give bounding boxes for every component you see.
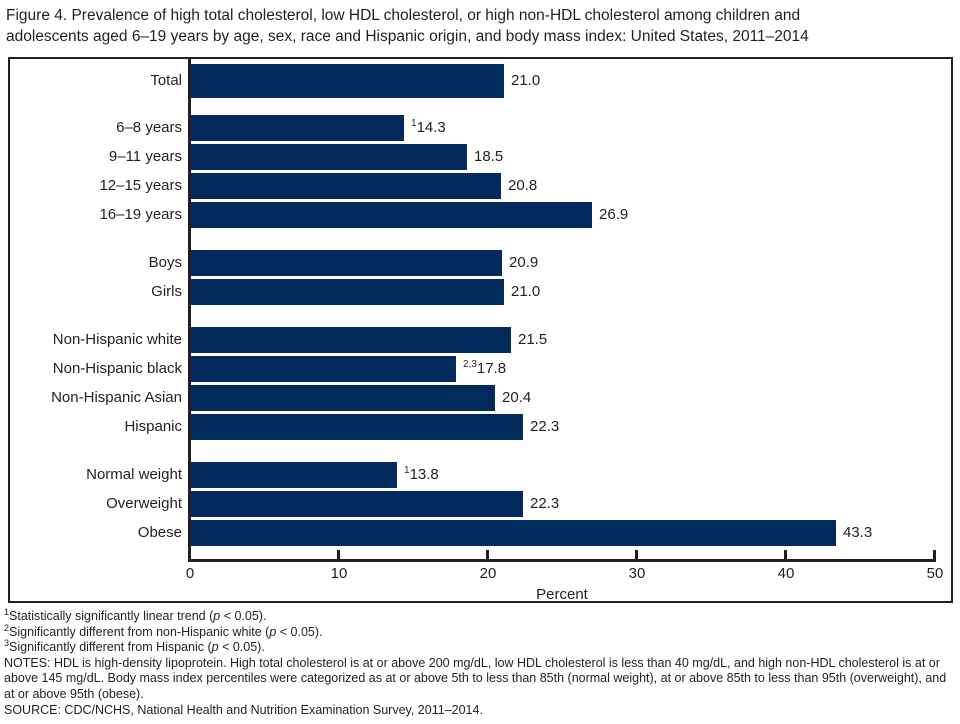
x-axis	[188, 559, 936, 562]
category-label-9-11-years: 9–11 years	[108, 148, 182, 165]
x-axis-tick-10	[337, 550, 340, 559]
footnote-4: NOTES: HDL is high-density lipoprotein. …	[4, 655, 947, 701]
bar-value-label-16-19-years: 26.9	[599, 206, 629, 223]
bar-non-hispanic-white	[191, 327, 511, 353]
bar-normal-weight	[191, 462, 397, 488]
bar-9-11-years	[191, 144, 467, 170]
x-axis-tick-label-10: 10	[330, 565, 348, 582]
figure-title-line-1: Figure 4. Prevalence of high total chole…	[6, 7, 801, 24]
category-label-hispanic: Hispanic	[124, 418, 182, 435]
bar-value-label-boys: 20.9	[509, 254, 539, 271]
footnote-marker: 3	[4, 638, 10, 649]
x-axis-tick-40	[784, 550, 787, 559]
footnote-marker: 1	[4, 606, 10, 617]
value-superscript: 1	[411, 118, 417, 129]
footnote-marker: 2	[4, 622, 10, 633]
category-label-6-8-years: 6–8 years	[116, 119, 182, 136]
figure-title: Figure 4. Prevalence of high total chole…	[6, 5, 954, 47]
bar-overweight	[191, 491, 523, 517]
category-label-overweight: Overweight	[106, 495, 182, 512]
bar-value-label-12-15-years: 20.8	[508, 177, 538, 194]
value-superscript: 1	[404, 465, 410, 476]
bar-value-label-non-hispanic-white: 21.5	[518, 331, 548, 348]
figure-title-line-2: adolescents aged 6–19 years by age, sex,…	[6, 28, 809, 45]
bar-value-label-hispanic: 22.3	[530, 418, 560, 435]
bar-value-label-overweight: 22.3	[530, 495, 560, 512]
category-label-girls: Girls	[151, 283, 182, 300]
x-axis-title: Percent	[536, 586, 588, 603]
bar-non-hispanic-black	[191, 356, 456, 382]
bar-value-label-non-hispanic-asian: 20.4	[502, 389, 532, 406]
category-label-non-hispanic-asian: Non-Hispanic Asian	[51, 389, 182, 406]
bar-hispanic	[191, 414, 523, 440]
footnote-3: 3Significantly different from Hispanic (…	[4, 638, 265, 655]
chart-frame: 0 10 20 30 40 50 Percent Total 21.0 6–8 years 114.…	[8, 57, 953, 603]
bar-value-label-obese: 43.3	[843, 524, 873, 541]
bar-total	[191, 64, 504, 98]
footnote-1: 1Statistically significantly linear tren…	[4, 606, 267, 623]
x-axis-tick-label-20: 20	[479, 565, 497, 582]
category-label-total: Total	[150, 72, 182, 89]
category-label-12-15-years: 12–15 years	[99, 177, 182, 194]
x-axis-tick-label-30: 30	[628, 565, 646, 582]
category-label-non-hispanic-black: Non-Hispanic black	[52, 360, 182, 377]
x-axis-tick-label-0: 0	[185, 565, 195, 582]
bar-obese	[191, 520, 836, 546]
x-axis-tick-label-50: 50	[926, 565, 944, 582]
bar-16-19-years	[191, 202, 592, 228]
bar-value-label-girls: 21.0	[511, 283, 541, 300]
bar-non-hispanic-asian	[191, 385, 495, 411]
category-label-normal-weight: Normal weight	[86, 466, 182, 483]
bar-value-label-9-11-years: 18.5	[474, 148, 504, 165]
x-axis-tick-label-40: 40	[777, 565, 795, 582]
category-label-16-19-years: 16–19 years	[99, 206, 182, 223]
bar-value-label-6-8-years: 114.3	[411, 118, 446, 137]
x-axis-tick-30	[635, 550, 638, 559]
category-label-non-hispanic-white: Non-Hispanic white	[52, 331, 182, 348]
bar-boys	[191, 250, 502, 276]
y-axis	[188, 59, 191, 562]
category-label-obese: Obese	[137, 524, 182, 541]
bar-6-8-years	[191, 115, 404, 141]
bar-12-15-years	[191, 173, 501, 199]
value-superscript: 2,3	[463, 359, 477, 370]
bar-girls	[191, 279, 504, 305]
bar-value-label-non-hispanic-black: 2,317.8	[463, 359, 507, 378]
footnote-5: SOURCE: CDC/NCHS, National Health and Nu…	[4, 702, 483, 717]
footnote-2: 2Significantly different from non-Hispan…	[4, 622, 323, 639]
footnotes: 1Statistically significantly linear tren…	[4, 606, 954, 718]
bar-value-label-total: 21.0	[511, 72, 541, 89]
bar-value-label-normal-weight: 113.8	[404, 465, 439, 484]
x-axis-tick-20	[486, 550, 489, 559]
x-axis-tick-50	[933, 550, 936, 559]
category-label-boys: Boys	[148, 254, 182, 271]
plot-area: 0 10 20 30 40 50 Percent Total 21.0 6–8 years 114.…	[10, 59, 951, 603]
